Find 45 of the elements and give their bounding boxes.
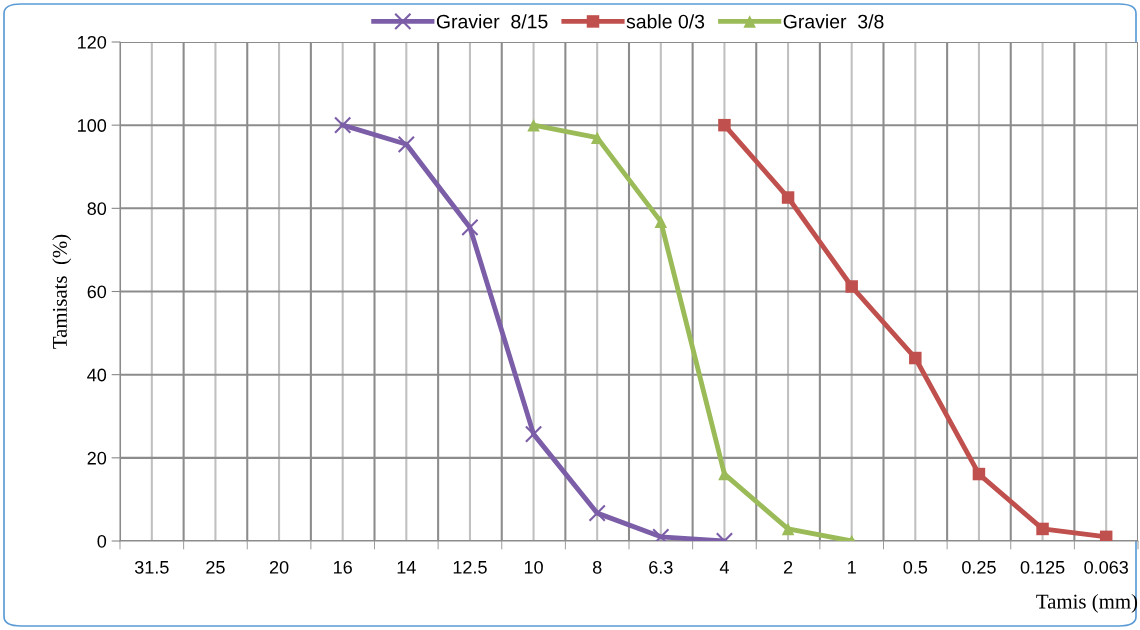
- legend-label: sable 0/3: [626, 14, 705, 29]
- point: [397, 135, 415, 153]
- x-tick-label: 25: [206, 560, 225, 574]
- y-tick-label: 100: [78, 119, 107, 132]
- x-tick-label: 20: [269, 560, 289, 574]
- legend-label: Gravier 8/15: [436, 14, 548, 29]
- point: [527, 118, 540, 132]
- point: [654, 215, 668, 228]
- x-axis-title: Tamis (mm): [1036, 593, 1138, 613]
- point: [972, 467, 986, 481]
- x-tick-label: 31.5: [134, 560, 169, 574]
- x-tick-label: 10: [524, 560, 543, 574]
- y-tick-label: 20: [87, 451, 107, 465]
- point: [718, 118, 731, 132]
- x-tick-label: 0.063: [1084, 560, 1128, 574]
- y-tick-label: 120: [78, 35, 107, 49]
- point: [1099, 530, 1113, 541]
- point: [334, 116, 352, 134]
- x-tick-label: 2: [783, 560, 793, 574]
- x-tick-label: 0.25: [962, 560, 996, 574]
- point: [781, 191, 795, 204]
- point: [845, 280, 858, 293]
- y-tick-label: 80: [87, 202, 107, 216]
- y-tick-label: 60: [87, 285, 107, 299]
- point: [781, 522, 795, 536]
- point: [461, 218, 479, 237]
- x-tick-label: 6.3: [649, 560, 673, 574]
- point: [1036, 522, 1049, 536]
- point: [588, 504, 606, 522]
- x-tick-label: 14: [397, 561, 416, 574]
- point: [524, 425, 543, 443]
- x-tick-label: 4: [719, 561, 729, 574]
- point: [590, 131, 604, 144]
- x-tick-label: 0.125: [1020, 560, 1065, 574]
- y-tick-label: 40: [87, 368, 107, 382]
- x-tick-label: 0.5: [903, 560, 928, 574]
- x-tick-label: 8: [592, 560, 602, 574]
- point: [909, 351, 922, 365]
- x-tick-label: 12.5: [453, 560, 487, 574]
- point: [718, 467, 731, 481]
- x-tick-label: 1: [848, 561, 856, 574]
- y-tick-label: 0: [97, 534, 107, 548]
- x-tick-label: 16: [334, 560, 352, 574]
- legend-label: Gravier 3/8: [783, 14, 884, 29]
- y-axis-title: Tamisats (%): [52, 234, 72, 349]
